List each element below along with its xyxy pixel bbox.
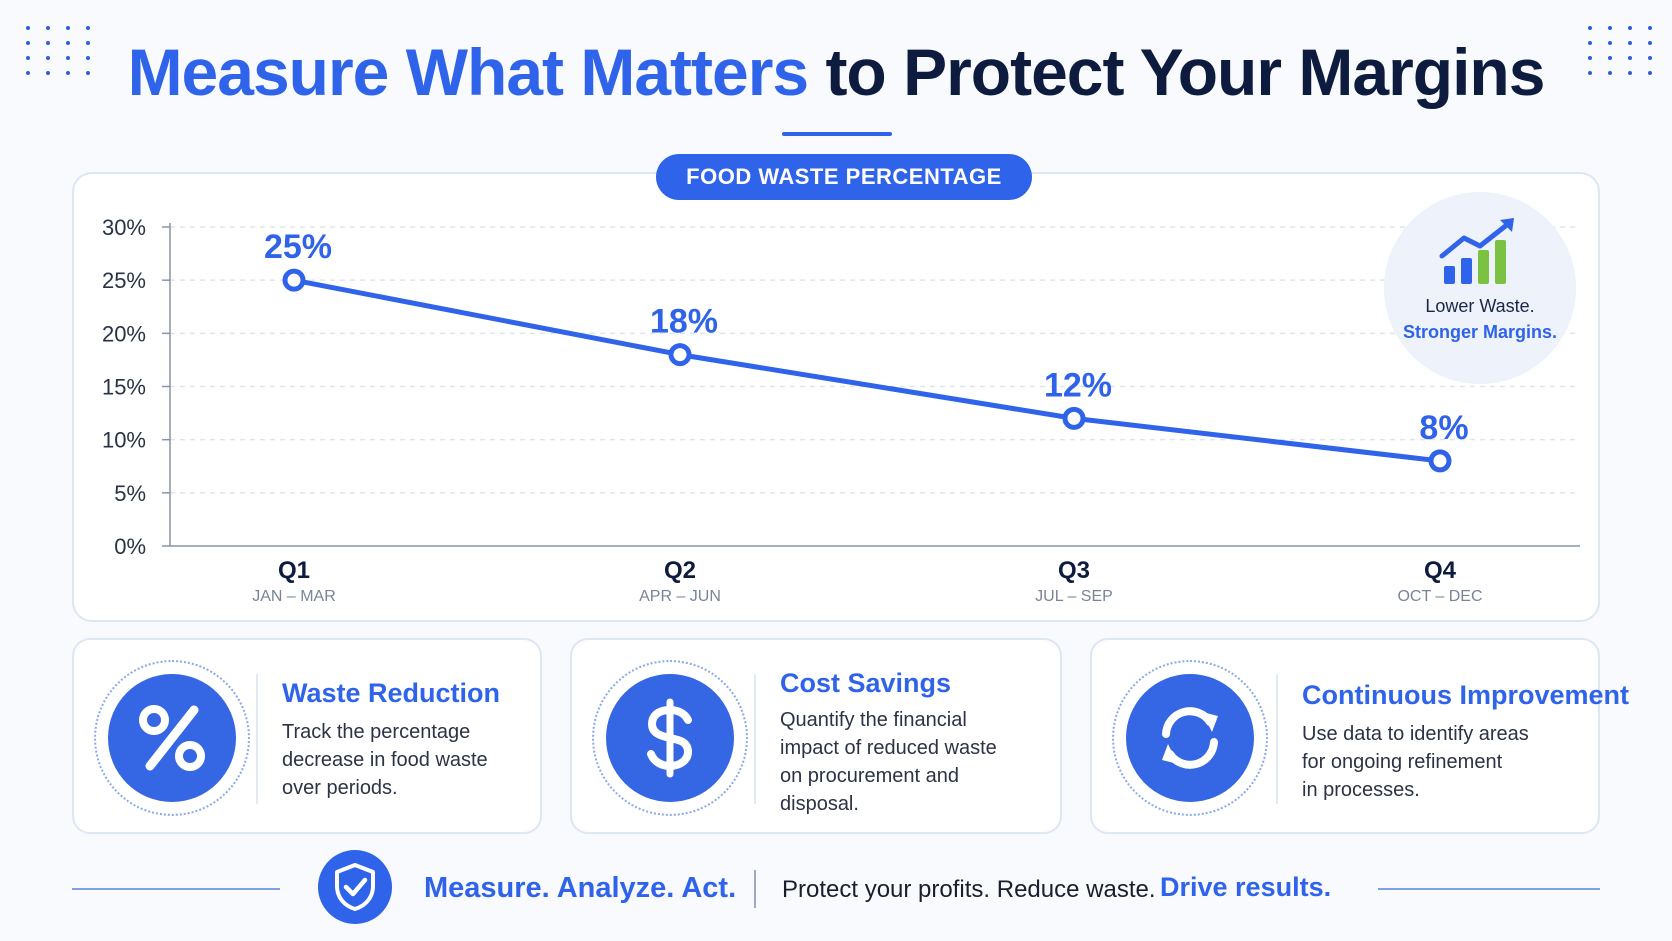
feature-desc-line: impact of reduced waste [780, 737, 997, 759]
feature-divider [754, 674, 756, 804]
feature-desc-line: over periods. [282, 777, 398, 799]
data-point [1062, 406, 1086, 430]
y-tick-label: 20% [102, 321, 146, 346]
feature-icon-ring [1112, 660, 1268, 816]
percent-icon [139, 705, 205, 771]
title-rest: to Protect Your Margins [825, 35, 1545, 109]
x-tick-label: Q4 [1424, 557, 1457, 584]
decorative-dots-left [26, 26, 96, 75]
footer-tagline: Measure. Analyze. Act. [424, 872, 737, 904]
feature-description: Quantify the financial impact of reduced… [780, 706, 997, 818]
feature-desc-line: on procurement and [780, 765, 960, 787]
feature-divider [1276, 674, 1278, 804]
title-underline [782, 132, 892, 136]
data-label: 25% [264, 228, 332, 266]
badge-line1: Lower Waste. [1425, 296, 1535, 316]
footer-cta: Drive results. [1160, 872, 1332, 902]
x-tick-sublabel: OCT – DEC [1397, 588, 1482, 605]
footer-shield-badge [318, 850, 392, 924]
feature-description: Use data to identify areas for ongoing r… [1302, 720, 1529, 804]
x-tick-label: Q3 [1058, 557, 1090, 584]
feature-desc-line: for ongoing refinement [1302, 751, 1503, 773]
feature-icon-ring [592, 660, 748, 816]
feature-card-cost-savings: Cost Savings Quantify the financial impa… [570, 638, 1062, 834]
margin-badge: Lower Waste. Stronger Margins. [1384, 192, 1576, 384]
footer-rule-right [1378, 888, 1600, 890]
feature-icon-disc [606, 674, 734, 802]
feature-desc-line: disposal. [780, 793, 859, 815]
y-tick-label: 15% [102, 375, 146, 400]
feature-divider [256, 674, 258, 804]
data-label: 18% [650, 303, 718, 341]
x-tick-sublabel: APR – JUN [639, 588, 721, 605]
series-line [291, 277, 1443, 464]
decorative-dots-right [1588, 26, 1658, 75]
y-tick-label: 10% [102, 428, 146, 453]
x-tick-sublabel: JAN – MAR [252, 588, 336, 605]
shield-check-icon [335, 863, 375, 911]
data-point [1428, 449, 1452, 473]
title-highlight: Measure What Matters [127, 35, 810, 109]
footer-rule-left [72, 888, 280, 890]
feature-desc-line: Track the percentage [282, 721, 471, 743]
feature-card-continuous-improvement: Continuous Improvement Use data to ident… [1090, 638, 1629, 834]
badge-line2: Stronger Margins. [1402, 322, 1558, 342]
page-title: Measure What Matters to Protect Your Mar… [0, 34, 1672, 110]
footer-text: Protect your profits. Reduce waste. [782, 876, 1156, 903]
feature-icon-disc [1126, 674, 1254, 802]
data-label: 8% [1419, 409, 1468, 447]
feature-title: Cost Savings [780, 668, 952, 698]
chart-title: FOOD WASTE PERCENTAGE [656, 154, 1032, 200]
data-label: 12% [1044, 366, 1112, 404]
feature-desc-line: in processes. [1302, 779, 1420, 801]
feature-icon-disc [108, 674, 236, 802]
feature-icon-ring [94, 660, 250, 816]
feature-description: Track the percentage decrease in food wa… [282, 718, 488, 802]
feature-card-waste-reduction: Waste Reduction Track the percentage dec… [72, 638, 542, 834]
feature-desc-line: Quantify the financial [780, 709, 967, 731]
feature-title: Waste Reduction [282, 678, 501, 708]
rising-bar-chart-icon [1439, 218, 1514, 284]
x-tick-label: Q1 [278, 557, 310, 584]
footer-separator [754, 870, 756, 908]
y-tick-label: 5% [114, 481, 146, 506]
feature-title: Continuous Improvement [1302, 680, 1630, 710]
feature-desc-line: decrease in food waste [282, 749, 488, 771]
refresh-icon [1162, 707, 1218, 769]
x-tick-label: Q2 [664, 557, 696, 584]
feature-desc-line: Use data to identify areas [1302, 723, 1529, 745]
x-tick-sublabel: JUL – SEP [1035, 588, 1113, 605]
y-tick-label: 25% [102, 268, 146, 293]
dollar-icon [647, 698, 693, 778]
data-point [282, 268, 306, 292]
chart-card [72, 172, 1600, 622]
data-point [668, 343, 692, 367]
y-tick-label: 30% [102, 215, 146, 240]
y-tick-label: 0% [114, 534, 146, 559]
